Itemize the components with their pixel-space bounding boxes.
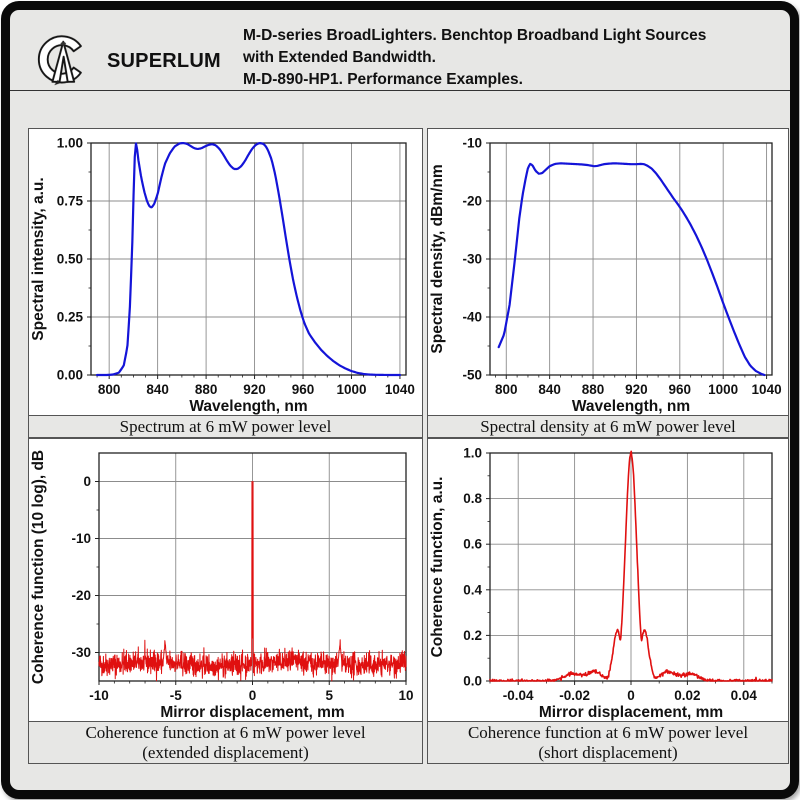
svg-text:960: 960 [669, 382, 692, 397]
svg-text:-10: -10 [462, 136, 482, 151]
svg-text:0.0: 0.0 [463, 674, 482, 689]
svg-text:-10: -10 [71, 531, 91, 546]
svg-text:880: 880 [582, 382, 605, 397]
svg-text:1000: 1000 [708, 382, 738, 397]
svg-text:Coherence function (10 log), d: Coherence function (10 log), dB [30, 450, 47, 684]
svg-text:1040: 1040 [752, 382, 782, 397]
svg-text:-30: -30 [462, 252, 482, 267]
svg-text:1.0: 1.0 [463, 446, 482, 461]
svg-text:0.50: 0.50 [57, 252, 83, 267]
svg-text:0: 0 [249, 688, 257, 703]
svg-text:Spectral density, dBm/nm: Spectral density, dBm/nm [429, 164, 446, 353]
svg-text:-20: -20 [462, 194, 482, 209]
svg-text:1040: 1040 [385, 382, 415, 397]
svg-text:0.00: 0.00 [57, 368, 83, 383]
svg-text:-30: -30 [71, 645, 91, 660]
svg-text:0.6: 0.6 [463, 537, 482, 552]
svg-text:920: 920 [625, 382, 648, 397]
svg-text:0.04: 0.04 [731, 688, 758, 703]
svg-text:-5: -5 [170, 688, 182, 703]
svg-text:1000: 1000 [336, 382, 366, 397]
svg-text:800: 800 [98, 382, 121, 397]
svg-text:5: 5 [325, 688, 333, 703]
svg-text:0: 0 [627, 688, 635, 703]
svg-text:960: 960 [292, 382, 315, 397]
svg-text:920: 920 [243, 382, 266, 397]
svg-text:840: 840 [146, 382, 169, 397]
svg-text:800: 800 [495, 382, 518, 397]
svg-text:840: 840 [538, 382, 561, 397]
svg-text:0: 0 [83, 474, 91, 489]
svg-text:0.25: 0.25 [57, 310, 84, 325]
svg-text:0.02: 0.02 [674, 688, 700, 703]
svg-text:-0.04: -0.04 [503, 688, 534, 703]
svg-text:880: 880 [195, 382, 218, 397]
svg-text:0.75: 0.75 [57, 194, 84, 209]
svg-text:0.8: 0.8 [463, 491, 482, 506]
svg-text:-40: -40 [462, 310, 482, 325]
svg-text:0.2: 0.2 [463, 628, 482, 643]
svg-text:Coherence function, a.u.: Coherence function, a.u. [429, 477, 446, 658]
svg-text:Wavelength, nm: Wavelength, nm [189, 398, 307, 415]
svg-text:Mirror displacement, mm: Mirror displacement, mm [160, 704, 344, 721]
svg-text:Mirror displacement, mm: Mirror displacement, mm [539, 704, 723, 721]
svg-text:-0.02: -0.02 [559, 688, 590, 703]
svg-text:Wavelength, nm: Wavelength, nm [572, 398, 690, 415]
svg-text:1.00: 1.00 [57, 136, 83, 151]
svg-text:-10: -10 [89, 688, 109, 703]
svg-text:0.4: 0.4 [463, 582, 482, 597]
svg-text:-20: -20 [71, 588, 91, 603]
svg-text:Spectral intensity, a.u.: Spectral intensity, a.u. [30, 177, 47, 340]
svg-text:-50: -50 [462, 368, 482, 383]
svg-text:10: 10 [398, 688, 413, 703]
